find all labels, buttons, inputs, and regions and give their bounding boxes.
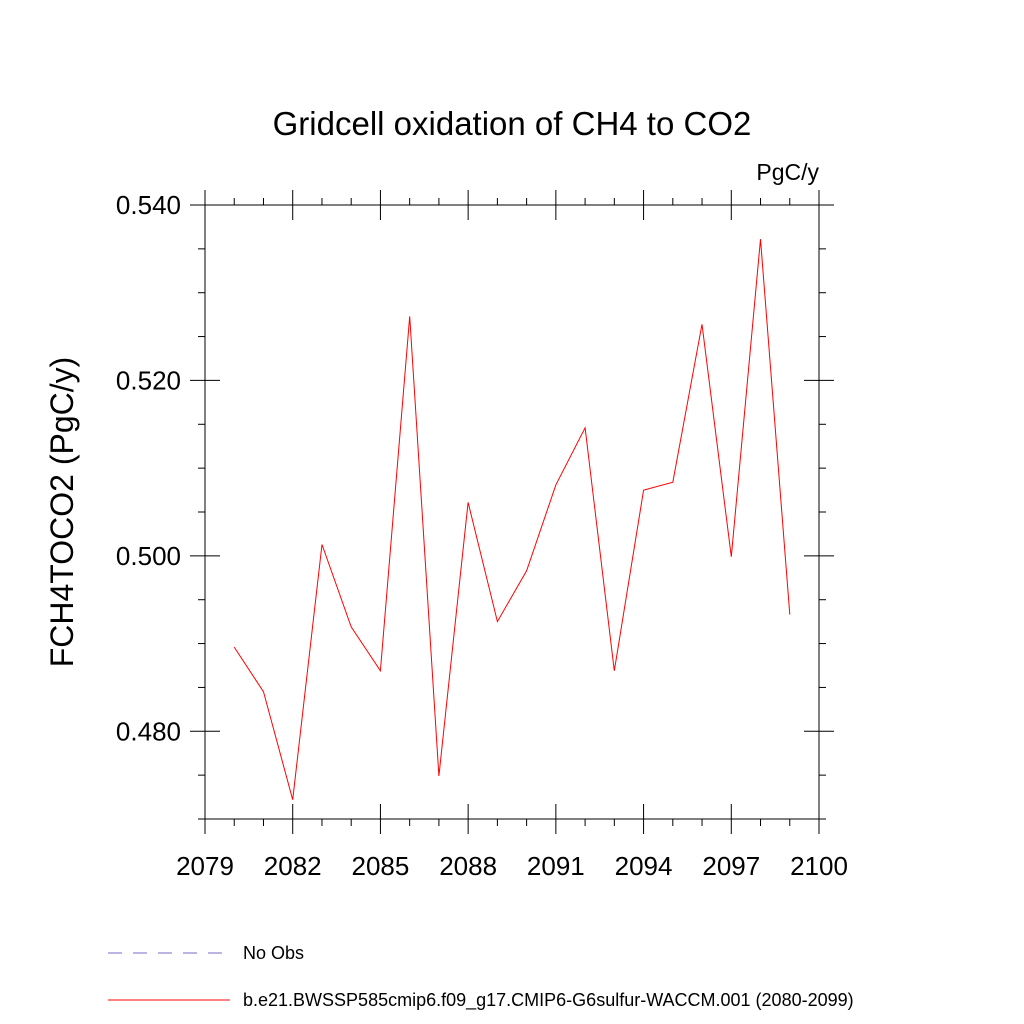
x-tick-label: 2100	[790, 851, 848, 881]
series-layer	[233, 239, 791, 800]
legend: No Obs b.e21.BWSSP585cmip6.f09_g17.CMIP6-…	[108, 943, 854, 1011]
x-tick-label: 2088	[439, 851, 497, 881]
x-tick-label: 2091	[527, 851, 585, 881]
units-label: PgC/y	[756, 159, 819, 185]
x-tick-label: 2097	[702, 851, 760, 881]
y-tick-label: 0.480	[116, 716, 181, 746]
x-tick-label: 2094	[615, 851, 673, 881]
series-line	[233, 239, 791, 800]
axes: 2079 2082 2085 2088 2091 2094 2097 2100 0.480 0.5…	[116, 190, 848, 881]
x-tick-label: 2079	[176, 851, 234, 881]
x-tick-label: 2085	[352, 851, 410, 881]
y-tick-label: 0.520	[116, 365, 181, 395]
y-tick-label: 0.500	[116, 541, 181, 571]
legend-label: No Obs	[243, 943, 304, 963]
y-axis-label: FCH4TOCO2 (PgC/y)	[44, 357, 80, 668]
y-tick-label: 0.540	[116, 190, 181, 220]
chart-title: Gridcell oxidation of CH4 to CO2	[273, 105, 752, 142]
legend-label: b.e21.BWSSP585cmip6.f09_g17.CMIP6-G6sulf…	[243, 990, 854, 1011]
plot-frame	[204, 204, 820, 820]
x-tick-label: 2082	[264, 851, 322, 881]
